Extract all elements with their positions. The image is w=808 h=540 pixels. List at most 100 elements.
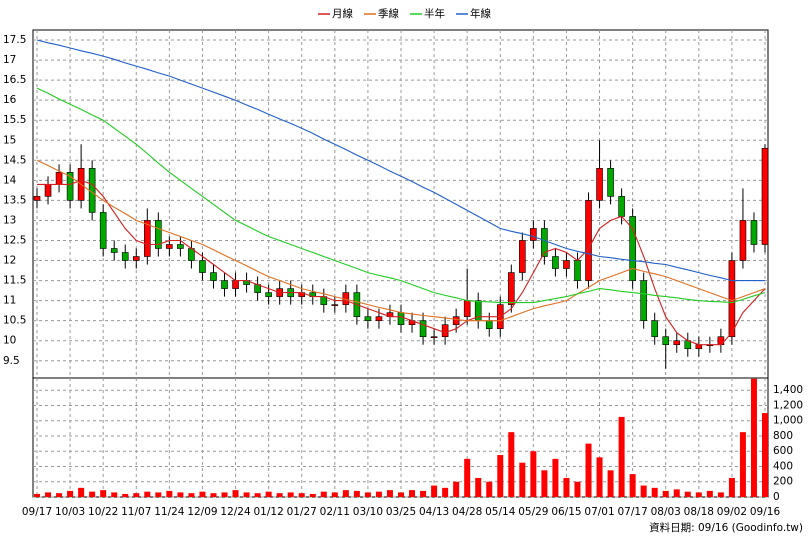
volume-bar	[442, 487, 449, 497]
volume-bar	[640, 485, 647, 497]
legend-label: 年線	[470, 7, 491, 20]
volume-bar	[651, 487, 658, 497]
y2-tick-label: 800	[773, 430, 793, 442]
candle-body	[541, 228, 548, 257]
plot-frame	[32, 29, 769, 498]
x-tick-label: 10/03	[55, 506, 85, 518]
volume-bar	[243, 492, 250, 497]
x-tick-label: 01/27	[287, 506, 317, 518]
y-tick-label: 17	[3, 54, 16, 66]
volume-bar	[386, 490, 393, 497]
candle-body	[463, 300, 471, 317]
volume-bar	[717, 492, 724, 497]
candle-body	[419, 320, 427, 338]
x-tick-label: 08/03	[651, 506, 681, 518]
volume-bar	[728, 477, 735, 497]
x-tick-label: 11/24	[154, 506, 185, 518]
x-tick-label: 06/15	[551, 506, 581, 518]
candle-body	[662, 336, 670, 346]
volume-bar	[100, 490, 107, 497]
volume-bar	[210, 493, 217, 497]
x-tick-label: 04/13	[419, 506, 449, 518]
volume-bar	[739, 432, 746, 497]
volume-bar	[375, 491, 382, 497]
volume-bar	[530, 451, 537, 497]
volume-bar	[221, 492, 228, 497]
candle-body	[177, 244, 184, 249]
volume-bar	[144, 491, 151, 497]
volume-bar	[552, 458, 559, 497]
candle-body	[574, 260, 581, 281]
candle-body	[552, 256, 559, 269]
y2-tick-label: 600	[773, 445, 793, 457]
volume-bar	[607, 470, 614, 497]
y-tick-label: 16.5	[3, 74, 26, 86]
x-tick-label: 02/11	[320, 506, 350, 518]
y2-tick-label: 1,400	[773, 384, 803, 396]
y-tick-label: 17.5	[3, 34, 26, 46]
x-tick-label: 09/02	[717, 506, 747, 518]
volume-bar	[563, 477, 570, 497]
volume-bar	[34, 493, 40, 497]
volume-bar	[89, 491, 96, 497]
ma-line	[36, 87, 766, 304]
volume-bar	[453, 481, 460, 497]
volume-bar	[265, 491, 272, 497]
volume-bar	[111, 492, 118, 497]
legend-label: 月線	[332, 7, 353, 20]
volume-bar	[662, 490, 669, 497]
legend-label: 半年	[424, 7, 445, 20]
volume-bar	[232, 490, 239, 497]
volume-bar	[497, 455, 504, 497]
x-tick-label: 11/07	[121, 506, 151, 518]
x-tick-label: 07/01	[584, 506, 614, 518]
candle-body	[607, 168, 614, 197]
candle-body	[728, 260, 736, 338]
volume-bar	[475, 477, 482, 497]
y-tick-label: 12.5	[3, 234, 26, 246]
y-tick-label: 14	[3, 174, 17, 186]
candle-body	[761, 147, 769, 245]
y-tick-label: 10	[3, 335, 16, 347]
candle-body	[485, 320, 493, 329]
volume-bar	[177, 492, 184, 497]
x-tick-label: 04/28	[452, 506, 482, 518]
candle-body	[33, 196, 41, 201]
volume-bar	[486, 481, 493, 497]
x-tick-label: 03/10	[353, 506, 383, 518]
candle-body	[618, 196, 625, 217]
candle-body	[232, 280, 239, 289]
y2-tick-label: 0	[773, 491, 780, 503]
volume-bar	[464, 458, 471, 497]
x-tick-label: 12/24	[220, 506, 251, 518]
candle-body	[651, 320, 658, 338]
candle-body	[519, 240, 526, 273]
volume-bar	[596, 457, 603, 497]
y2-tick-label: 200	[773, 476, 793, 488]
volume-bar	[56, 493, 63, 497]
candle-body	[55, 172, 63, 185]
y-tick-label: 16	[3, 94, 17, 106]
candle-body	[99, 212, 107, 249]
candle-body	[563, 260, 570, 269]
candle-body	[44, 184, 52, 197]
candle-body	[110, 248, 118, 253]
y-tick-label: 9.5	[3, 355, 20, 367]
x-tick-label: 09/17	[22, 506, 52, 518]
candle-body	[364, 316, 372, 321]
volume-bar	[684, 491, 691, 497]
x-tick-label: 10/22	[88, 506, 118, 518]
x-tick-label: 03/25	[386, 506, 416, 518]
volume-bar	[45, 492, 52, 497]
volume-bar	[706, 490, 713, 497]
volume-bar	[364, 492, 371, 497]
y-tick-label: 11.5	[3, 275, 26, 287]
volume-bar	[320, 491, 327, 497]
x-tick-label: 09/16	[750, 506, 781, 518]
volume-bar	[287, 492, 294, 497]
y-tick-label: 13	[3, 214, 16, 226]
volume-bar	[133, 493, 140, 497]
volume-bar	[78, 487, 85, 497]
candle-body	[199, 260, 206, 273]
